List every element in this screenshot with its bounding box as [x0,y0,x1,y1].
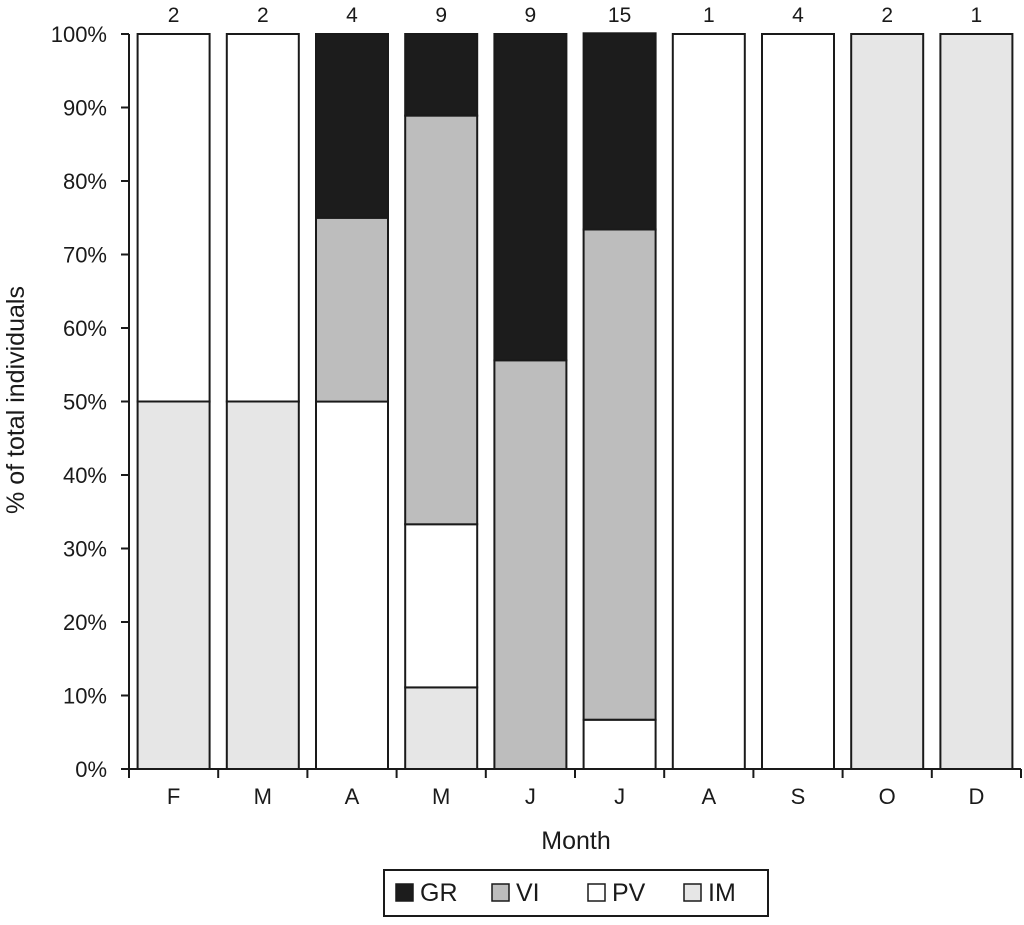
bar-count-label: 1 [971,4,983,27]
bars-layer [136,32,1014,771]
bar-count-label: 15 [608,4,631,27]
bar-segment-vi [493,359,568,770]
bar-segment-im [939,33,1014,770]
y-tick-label: 60% [63,316,107,341]
legend-label-im: IM [708,879,736,907]
bar-count-label: 9 [435,4,447,27]
bar-count-label: 4 [346,4,358,27]
x-tick-label: J [525,784,536,809]
x-tick-label: F [167,784,180,809]
y-tick-label: 80% [63,169,107,194]
x-tick-label: J [614,784,625,809]
bar-count-label: 1 [703,4,715,27]
y-tick-label: 30% [63,537,107,562]
x-tick-label: S [791,784,806,809]
bar-count-label: 2 [257,4,269,27]
bar-count-label: 4 [792,4,804,27]
bar-segment-vi [315,216,389,403]
legend: GR VI PV IM [383,869,769,917]
legend-swatch-vi [491,883,510,902]
x-tick-label: A [701,784,716,809]
x-axis-title: Month [541,827,610,855]
legend-label-pv: PV [612,879,646,907]
legend-swatch-gr [395,883,414,902]
bar-count-label: 2 [168,4,180,27]
bar-segment-pv [671,33,746,770]
y-tick-label: 10% [63,684,107,709]
bar-segment-vi [404,114,479,526]
bar-segment-im [136,400,211,770]
bar-segment-pv [225,33,300,403]
y-tick-label: 0% [75,757,107,782]
x-tick-label: M [254,784,272,809]
bar-segment-pv [404,523,479,689]
x-tick-label: D [968,784,984,809]
bar-segment-gr [404,33,479,117]
legend-swatch-im [683,883,702,902]
bar-segment-gr [582,32,657,231]
bar-count-label: 9 [525,4,537,27]
legend-swatch-pv [587,883,606,902]
x-tick-label: M [432,784,450,809]
bar-segment-pv [315,400,389,770]
legend-label-vi: VI [516,879,540,907]
bar-segment-vi [582,228,657,721]
y-tick-label: 50% [63,390,107,415]
y-tick-label: 90% [63,96,107,121]
y-tick-label: 100% [51,22,107,47]
y-tick-label: 40% [63,463,107,488]
bar-segment-pv [761,33,835,770]
bar-count-label: 2 [881,4,893,27]
bar-segment-gr [315,33,389,219]
bar-segment-pv [582,718,657,770]
x-tick-label: A [345,784,360,809]
bar-segment-im [850,33,925,770]
bar-segment-pv [136,33,211,403]
axes-layer [121,33,1022,778]
legend-label-gr: GR [420,879,458,907]
bar-segment-gr [493,33,568,362]
y-tick-label: 20% [63,610,107,635]
x-tick-label: O [879,784,896,809]
y-axis-title: % of total individuals [2,286,30,514]
legend-box [383,869,769,917]
bar-segment-im [404,686,479,771]
labels-layer: 2 F 2 M 4 A 9 M 9 J 15 J 1 A 4 S 2 O 1 D 0% 10% 20% 30% 40% 50% 60… [51,4,985,809]
bar-segment-im [225,400,300,770]
y-tick-label: 70% [63,243,107,268]
